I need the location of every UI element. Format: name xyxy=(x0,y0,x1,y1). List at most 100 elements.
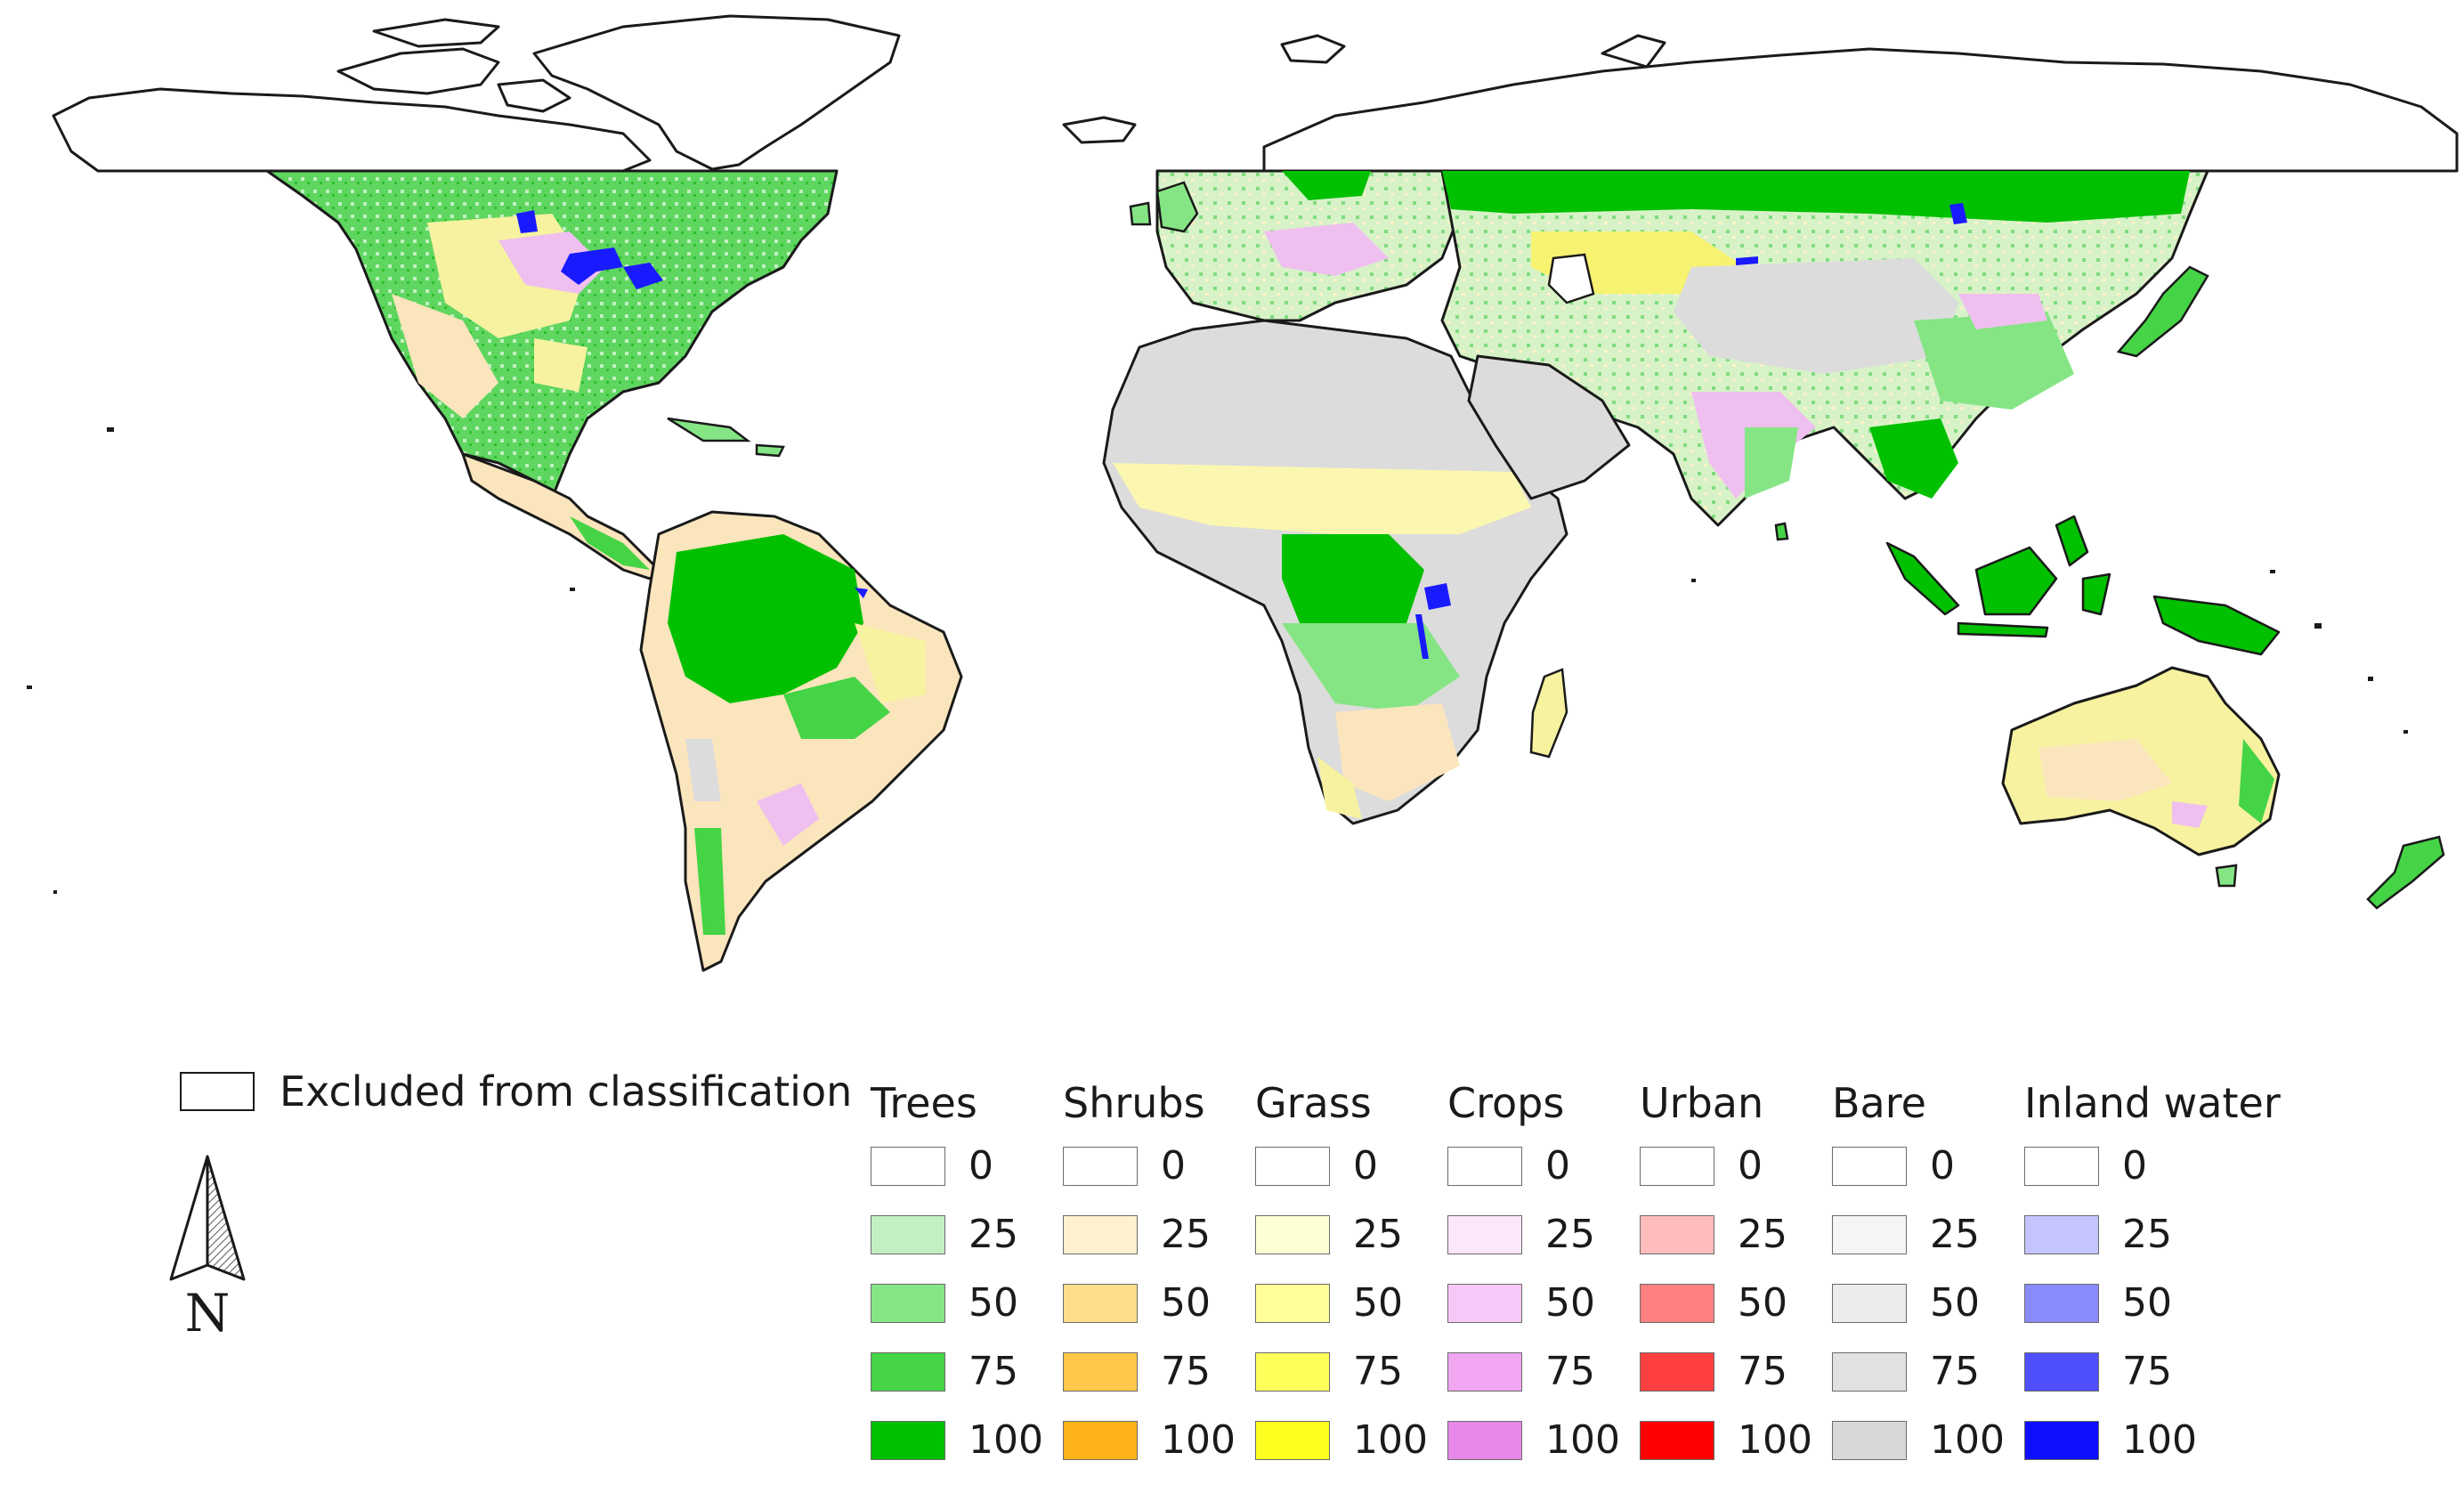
legend-swatch xyxy=(1640,1147,1714,1186)
legend-row: 25 xyxy=(1063,1215,1211,1254)
legend-row: 100 xyxy=(2024,1421,2197,1460)
legend-column-title: Shrubs xyxy=(1063,1079,1205,1127)
legend-value-label: 0 xyxy=(1545,1143,1570,1189)
legend-swatch xyxy=(1447,1147,1522,1186)
legend-row: 100 xyxy=(1063,1421,1236,1460)
legend-row: 50 xyxy=(1447,1284,1595,1323)
legend-value-label: 25 xyxy=(1545,1212,1595,1257)
legend-swatch xyxy=(1447,1284,1522,1323)
legend-swatch xyxy=(2024,1284,2099,1323)
legend-column-title: Bare xyxy=(1832,1079,1926,1127)
north-label: N xyxy=(185,1283,231,1340)
legend-swatch xyxy=(871,1147,945,1186)
legend-value-label: 75 xyxy=(1545,1349,1595,1394)
legend-row: 0 xyxy=(1447,1147,1570,1186)
legend-swatch xyxy=(1255,1147,1330,1186)
legend-swatch xyxy=(1640,1421,1714,1460)
greenland-outline xyxy=(532,14,901,171)
lake-victoria xyxy=(1424,583,1451,610)
legend-swatch xyxy=(1063,1421,1138,1460)
legend-column-title: Trees xyxy=(871,1079,977,1127)
legend-value-label: 100 xyxy=(2122,1417,2197,1463)
legend-row: 50 xyxy=(2024,1284,2172,1323)
legend-swatch xyxy=(1255,1421,1330,1460)
congo-forest xyxy=(1282,534,1424,641)
legend-table: Trees 0 25 50 75 100 Shrubs 0 25 50 75 100 Grass 0 25 5… xyxy=(871,1077,2384,1478)
legend-row: 25 xyxy=(2024,1215,2172,1254)
legend-row: 0 xyxy=(1640,1147,1763,1186)
north-arrow-icon: N xyxy=(167,1153,247,1343)
legend-value-label: 75 xyxy=(1353,1349,1403,1394)
legend-value-label: 0 xyxy=(1738,1143,1763,1189)
legend-row: 50 xyxy=(1640,1284,1787,1323)
legend-row: 75 xyxy=(1640,1352,1787,1392)
legend-swatch xyxy=(871,1284,945,1323)
legend-swatch xyxy=(2024,1421,2099,1460)
japan xyxy=(2116,265,2209,358)
legend-value-label: 25 xyxy=(1353,1212,1403,1257)
southeast-asia-islands xyxy=(1885,515,2281,656)
legend-row: 75 xyxy=(1255,1352,1403,1392)
legend-row: 0 xyxy=(871,1147,993,1186)
legend-value-label: 50 xyxy=(969,1280,1018,1326)
legend-value-label: 0 xyxy=(2122,1143,2147,1189)
legend-value-label: 75 xyxy=(1738,1349,1787,1394)
iceland-outline xyxy=(1062,116,1137,144)
legend-value-label: 100 xyxy=(1353,1417,1428,1463)
legend-row: 0 xyxy=(1063,1147,1186,1186)
africa xyxy=(1102,319,1568,825)
legend-value-label: 0 xyxy=(1161,1143,1186,1189)
north-arrow-svg: N xyxy=(169,1155,246,1343)
world-map xyxy=(27,14,2459,972)
legend-value-label: 25 xyxy=(1161,1212,1211,1257)
legend-excluded: Excluded from classification xyxy=(180,1071,852,1112)
legend-value-label: 50 xyxy=(1353,1280,1403,1326)
legend-row: 0 xyxy=(1832,1147,1955,1186)
europe xyxy=(1129,169,1462,322)
legend-row: 75 xyxy=(1447,1352,1595,1392)
legend-value-label: 100 xyxy=(1930,1417,2005,1463)
excluded-label: Excluded from classification xyxy=(280,1067,853,1116)
legend-row: 100 xyxy=(1640,1421,1812,1460)
great-lakes xyxy=(561,248,623,285)
legend-swatch xyxy=(1832,1147,1907,1186)
legend-value-label: 100 xyxy=(1545,1417,1620,1463)
british-isles xyxy=(1155,181,1199,233)
legend-row: 75 xyxy=(871,1352,1018,1392)
legend-row: 50 xyxy=(1255,1284,1403,1323)
legend-swatch xyxy=(1063,1352,1138,1392)
legend-swatch xyxy=(1447,1215,1522,1254)
amazon-forest xyxy=(668,534,863,703)
legend-value-label: 50 xyxy=(1930,1280,1980,1326)
legend-row: 0 xyxy=(2024,1147,2147,1186)
eurasia-north-outline xyxy=(1262,47,2459,173)
legend-value-label: 50 xyxy=(2122,1280,2172,1326)
legend-swatch xyxy=(1640,1352,1714,1392)
legend-swatch xyxy=(1255,1352,1330,1392)
north-america-north-outline xyxy=(52,87,652,173)
legend-swatch xyxy=(1255,1215,1330,1254)
new-guinea xyxy=(2152,595,2281,656)
legend-value-label: 25 xyxy=(969,1212,1018,1257)
legend-column-title: Crops xyxy=(1447,1079,1565,1127)
asia xyxy=(1440,169,2209,541)
legend-value-label: 0 xyxy=(1930,1143,1955,1189)
legend-value-label: 50 xyxy=(1161,1280,1211,1326)
legend-swatch xyxy=(1447,1421,1522,1460)
legend-row: 75 xyxy=(1063,1352,1211,1392)
legend-column-title: Urban xyxy=(1640,1079,1764,1127)
legend-value-label: 75 xyxy=(969,1349,1018,1394)
legend-row: 50 xyxy=(1063,1284,1211,1323)
legend-row: 100 xyxy=(1832,1421,2005,1460)
excluded-swatch xyxy=(180,1072,255,1111)
arctic-islands-outline xyxy=(336,47,500,95)
legend-value-label: 25 xyxy=(1738,1212,1787,1257)
legend-swatch xyxy=(1640,1215,1714,1254)
legend-value-label: 0 xyxy=(969,1143,993,1189)
legend-row: 75 xyxy=(1832,1352,1980,1392)
north-america-land xyxy=(265,169,839,500)
excluded-regions xyxy=(52,14,2459,173)
legend-swatch xyxy=(2024,1147,2099,1186)
legend-swatch xyxy=(1832,1215,1907,1254)
legend-swatch xyxy=(1832,1421,1907,1460)
